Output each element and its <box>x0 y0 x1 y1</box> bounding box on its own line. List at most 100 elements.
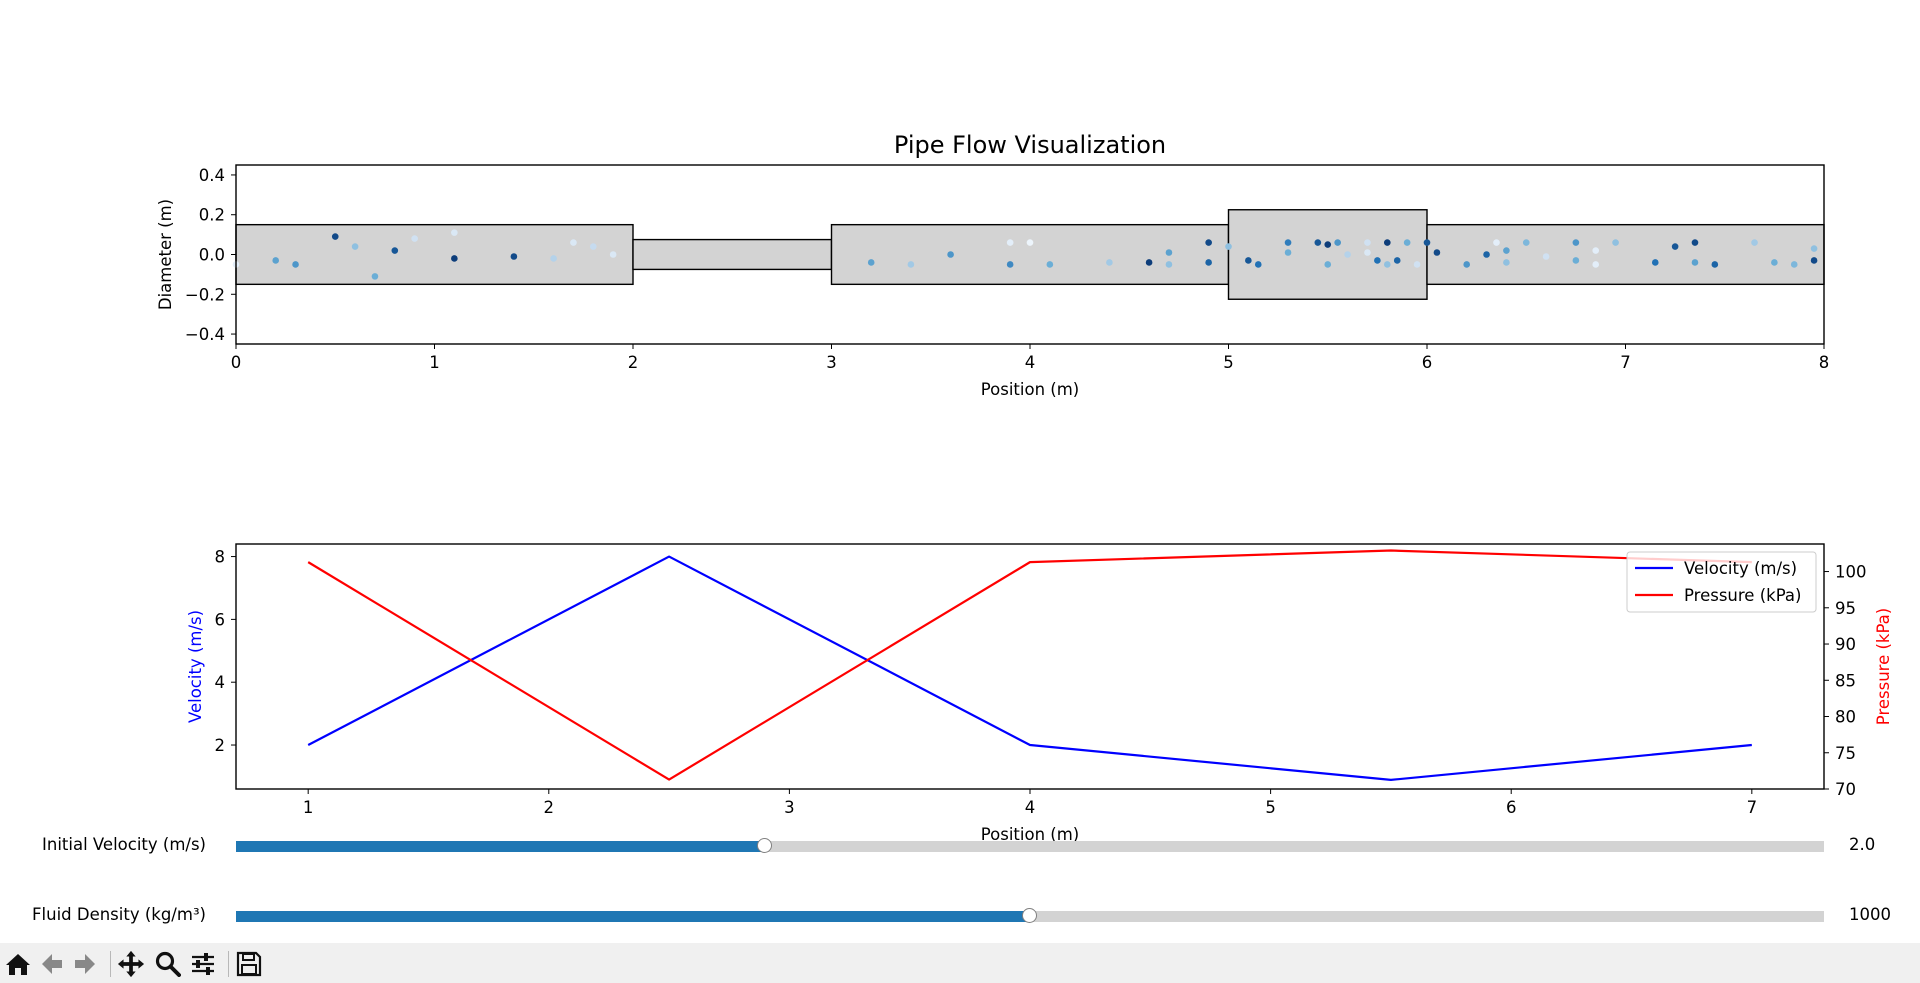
flow-particle <box>1810 245 1818 252</box>
pipe-section <box>235 223 634 286</box>
legend-label: Velocity (m/s) <box>1684 559 1797 578</box>
series-line-velocity <box>307 555 1752 781</box>
flow-particle <box>1413 261 1421 268</box>
y2-tick-label: 80 <box>1835 708 1856 727</box>
fluid-density-slider[interactable]: Fluid Density (kg/m³) 1000 <box>0 901 1920 931</box>
flow-particle <box>1751 239 1758 246</box>
flow-particle <box>272 257 280 264</box>
slider-label: Initial Velocity (m/s) <box>42 835 206 854</box>
x-axis-label: Position (m) <box>981 380 1079 399</box>
x-tick-label: 7 <box>1747 798 1758 817</box>
flow-particle <box>1790 261 1798 268</box>
save-icon[interactable] <box>235 951 263 977</box>
flow-particle <box>1145 259 1153 266</box>
y-tick-label: 0.4 <box>199 166 225 185</box>
x-tick-label: 3 <box>826 353 837 372</box>
flow-particle <box>1284 249 1292 256</box>
flow-particle <box>1384 239 1391 246</box>
home-icon[interactable] <box>4 951 32 977</box>
flow-particle <box>292 261 299 268</box>
pipe-section <box>830 223 1230 286</box>
flow-particle <box>1364 239 1371 246</box>
flow-particle <box>1771 259 1778 266</box>
flow-particle <box>1711 261 1719 268</box>
flow-particle <box>1225 243 1232 250</box>
flow-particle <box>1522 239 1530 246</box>
flow-particle <box>907 261 915 268</box>
flow-particle <box>1403 239 1411 246</box>
flow-particle <box>1572 257 1580 264</box>
flow-particle <box>1810 257 1818 264</box>
flow-particle <box>1205 259 1212 266</box>
chart-title: Pipe Flow Visualization <box>894 131 1166 159</box>
flow-particle <box>1651 259 1659 266</box>
flow-particle <box>1006 261 1014 268</box>
right-axis-label: Pressure (kPa) <box>1874 608 1893 725</box>
flow-particle <box>1592 261 1600 268</box>
flow-particle <box>1671 243 1679 250</box>
x-tick-label: 4 <box>1025 798 1036 817</box>
flow-particle <box>1026 239 1034 246</box>
navigation-toolbar <box>0 943 1920 983</box>
configure-subplots-icon[interactable] <box>189 951 217 977</box>
flow-particle <box>1493 239 1500 246</box>
flow-particle <box>1046 261 1054 268</box>
flow-particle <box>570 239 577 246</box>
initial-velocity-slider[interactable]: Initial Velocity (m/s) 2.0 <box>0 831 1920 861</box>
pipe-section <box>632 238 833 271</box>
flow-particle <box>947 251 954 258</box>
flow-particle <box>1592 247 1600 254</box>
slider-handle[interactable] <box>1022 908 1037 923</box>
figure-canvas[interactable]: 0 1 2 3 4 5 6 7 8 −0.4 −0.2 0.0 0.2 0.4 Pipe Flow Visu… <box>0 0 1920 943</box>
x-tick-label: 5 <box>1265 798 1276 817</box>
y-tick-label: 8 <box>215 548 226 567</box>
zoom-icon[interactable] <box>154 951 182 977</box>
y2-tick-label: 85 <box>1835 671 1856 690</box>
flow-particle <box>1254 261 1262 268</box>
flow-particle <box>1165 249 1173 256</box>
flow-particle <box>1284 239 1292 246</box>
slider-fill <box>236 841 765 852</box>
flow-particle <box>351 243 359 250</box>
flow-particle <box>590 243 597 250</box>
flow-particle <box>1384 261 1391 268</box>
slider-handle[interactable] <box>756 838 772 853</box>
flow-particle <box>1691 259 1699 266</box>
x-tick-label: 2 <box>544 798 555 817</box>
y-tick-label: 2 <box>215 736 226 755</box>
flow-particle <box>451 255 458 262</box>
flow-particle <box>1503 247 1510 254</box>
pipe-section <box>1426 223 1825 286</box>
x-tick-label: 2 <box>628 353 639 372</box>
slider-fill <box>236 911 1030 922</box>
pan-icon[interactable] <box>117 950 145 978</box>
slider-label: Fluid Density (kg/m³) <box>32 905 206 924</box>
flow-particle <box>1433 249 1441 256</box>
flow-particle <box>1423 239 1431 246</box>
y-tick-label: −0.4 <box>185 325 225 344</box>
flow-particle <box>1463 261 1470 268</box>
flow-particle <box>867 259 875 266</box>
x-axis-label: Position (m) <box>981 825 1079 844</box>
flow-particle <box>1542 253 1550 260</box>
flow-particle <box>1503 259 1510 266</box>
flow-particle <box>411 235 418 242</box>
flow-particle <box>1612 239 1619 246</box>
flow-particle <box>1374 257 1381 264</box>
flow-particle <box>1344 251 1351 258</box>
plot-frame <box>235 543 1825 790</box>
y2-tick-label: 90 <box>1835 635 1856 654</box>
flow-particle <box>371 273 379 280</box>
back-icon[interactable] <box>38 951 66 977</box>
flow-particle <box>550 255 557 262</box>
forward-icon[interactable] <box>71 951 99 977</box>
flow-particle <box>1106 259 1113 266</box>
flow-particle <box>1314 239 1322 246</box>
legend-label: Pressure (kPa) <box>1684 586 1801 605</box>
slider-track[interactable] <box>236 908 1824 923</box>
slider-track[interactable] <box>236 838 1824 853</box>
flow-particle <box>391 247 399 254</box>
slider-value: 1000 <box>1849 905 1891 924</box>
flow-particle <box>1572 239 1580 246</box>
flow-particle <box>451 229 458 236</box>
